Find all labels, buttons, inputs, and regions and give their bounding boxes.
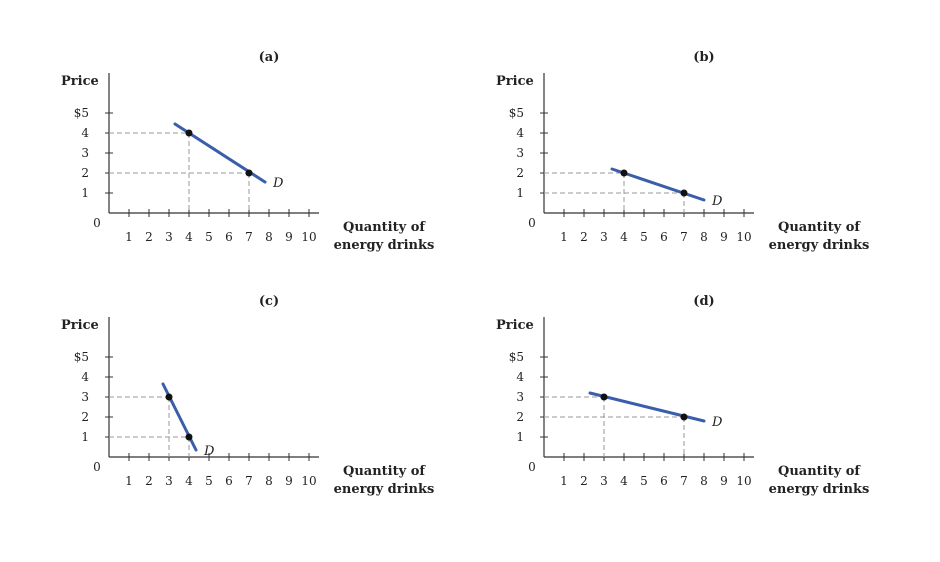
y-tick-label: 1 [516,430,524,444]
data-point [185,433,193,441]
origin-label: 0 [528,460,536,474]
x-axis-title-line1: Quantity of [778,464,861,479]
demand-curve-label: D [203,444,215,459]
data-point [165,393,173,401]
y-tick-label: 2 [516,166,524,180]
x-axis-title-line2: energy drinks [334,238,435,253]
y-tick-label: 4 [81,126,89,140]
x-tick-label: 4 [185,474,193,488]
x-axis-title-line2: energy drinks [334,482,435,497]
x-tick-label: 4 [185,230,193,244]
x-tick-label: 7 [680,474,688,488]
x-tick-label: 2 [580,474,588,488]
x-tick-label: 10 [301,474,316,488]
data-point [185,129,193,137]
demand-curve-label: D [711,415,723,430]
x-tick-label: 9 [720,230,728,244]
y-tick-label: 4 [516,126,524,140]
y-axis-title: Price [61,74,99,89]
x-tick-label: 7 [680,230,688,244]
x-tick-label: 3 [165,230,173,244]
x-tick-label: 2 [145,474,153,488]
x-tick-label: 9 [720,474,728,488]
y-tick-label: $5 [74,106,89,120]
panel-label: (b) [693,50,714,65]
y-tick-label: $5 [509,350,524,364]
y-tick-label: 4 [81,370,89,384]
demand-curve-label: D [272,176,284,191]
y-axis-title: Price [496,318,534,333]
y-tick-label: 2 [516,410,524,424]
y-axis-title: Price [496,74,534,89]
x-tick-label: 6 [225,474,233,488]
data-point [680,413,688,421]
x-axis-title-line1: Quantity of [778,220,861,235]
data-point [245,169,253,177]
x-tick-label: 5 [640,230,648,244]
y-tick-label: 1 [81,430,89,444]
y-tick-label: $5 [509,106,524,120]
y-tick-label: 3 [81,146,89,160]
x-tick-label: 4 [620,474,628,488]
y-tick-label: 1 [516,186,524,200]
x-tick-label: 4 [620,230,628,244]
y-tick-label: 3 [81,390,89,404]
y-tick-label: $5 [74,350,89,364]
x-tick-label: 10 [301,230,316,244]
x-axis-title-line1: Quantity of [343,220,426,235]
y-tick-label: 2 [81,166,89,180]
x-tick-label: 9 [285,474,293,488]
x-tick-label: 6 [660,230,668,244]
panel-label: (c) [259,294,279,309]
data-point [620,169,628,177]
y-tick-label: 1 [81,186,89,200]
y-tick-label: 4 [516,370,524,384]
x-tick-label: 8 [700,474,708,488]
data-point [600,393,608,401]
origin-label: 0 [93,216,101,230]
x-tick-label: 2 [145,230,153,244]
x-axis-title-line2: energy drinks [769,482,870,497]
panel-label: (d) [693,294,714,309]
x-tick-label: 1 [560,474,568,488]
x-axis-title-line2: energy drinks [769,238,870,253]
x-tick-label: 5 [640,474,648,488]
x-tick-label: 1 [125,230,133,244]
x-tick-label: 9 [285,230,293,244]
x-tick-label: 5 [205,474,213,488]
x-tick-label: 1 [560,230,568,244]
x-axis-title-line1: Quantity of [343,464,426,479]
x-tick-label: 8 [700,230,708,244]
x-tick-label: 5 [205,230,213,244]
x-tick-label: 3 [600,230,608,244]
x-tick-label: 7 [245,230,253,244]
y-axis-title: Price [61,318,99,333]
x-tick-label: 7 [245,474,253,488]
y-tick-label: 3 [516,146,524,160]
x-tick-label: 2 [580,230,588,244]
demand-curve-label: D [711,194,723,209]
y-tick-label: 2 [81,410,89,424]
data-point [680,189,688,197]
y-tick-label: 3 [516,390,524,404]
x-tick-label: 1 [125,474,133,488]
x-tick-label: 10 [736,230,751,244]
x-tick-label: 6 [225,230,233,244]
x-tick-label: 3 [600,474,608,488]
x-tick-label: 3 [165,474,173,488]
x-tick-label: 6 [660,474,668,488]
x-tick-label: 8 [265,230,273,244]
origin-label: 0 [528,216,536,230]
panel-label: (a) [259,50,280,65]
origin-label: 0 [93,460,101,474]
x-tick-label: 10 [736,474,751,488]
x-tick-label: 8 [265,474,273,488]
demand-curve [610,167,706,202]
